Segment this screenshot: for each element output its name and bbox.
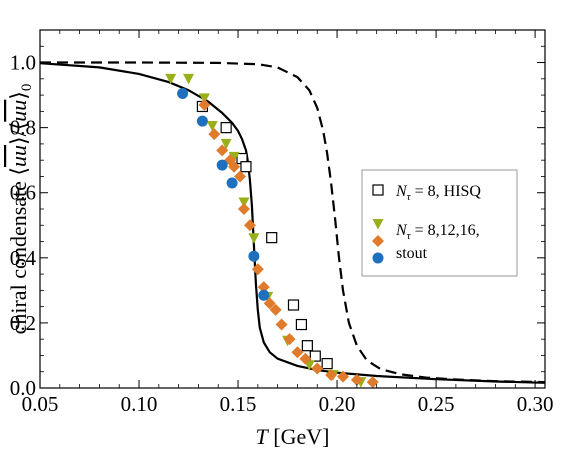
hisq-point xyxy=(301,340,313,352)
legend-stout-diamond-marker xyxy=(372,235,384,247)
x-tick-label: 0.15 xyxy=(220,392,257,416)
x-axis-title-var: T xyxy=(256,424,270,449)
legend-stout-triangle-marker xyxy=(372,219,384,230)
stout-circle-point xyxy=(258,289,270,301)
stout-diamond-point xyxy=(234,170,247,183)
stout-diamond-point xyxy=(198,98,211,111)
stout-triangle-point xyxy=(238,197,250,208)
stout-diamond-point xyxy=(216,144,229,157)
x-tick-label: 0.10 xyxy=(121,392,158,416)
hisq-point xyxy=(220,122,232,134)
markers-layer xyxy=(165,73,379,389)
stout-diamond-point xyxy=(243,219,256,232)
stout-diamond-point xyxy=(325,368,338,381)
stout-diamond-point xyxy=(291,346,304,359)
legend-stout-circle-marker xyxy=(372,252,384,264)
x-tick-label: 0.30 xyxy=(517,392,554,416)
x-tick-label: 0.25 xyxy=(418,392,455,416)
stout-diamond-point xyxy=(269,303,282,316)
x-tick-label: 0.20 xyxy=(319,392,356,416)
stout-triangle-point xyxy=(183,73,195,85)
y-tick-label: 0.8 xyxy=(10,116,36,140)
y-tick-label: 0.2 xyxy=(10,311,36,335)
y-tick-label: 0.4 xyxy=(10,246,37,270)
stout-diamond-point xyxy=(337,370,349,383)
stout-diamond-point xyxy=(299,352,312,365)
legend: Nτ = 8, HISQ Nτ = 8,12,16, stout xyxy=(361,169,518,277)
legend-hisq-label: Nτ = 8, HISQ xyxy=(395,183,481,203)
stout-circle-point xyxy=(216,159,228,171)
y-tick-label: 0.0 xyxy=(10,376,36,400)
x-axis-title: T [GeV] xyxy=(256,424,330,449)
stout-diamond-point xyxy=(257,281,270,294)
stout-triangle-point xyxy=(248,233,260,244)
legend-stout-label-2: stout xyxy=(396,245,428,262)
y-tick-label: 1.0 xyxy=(10,51,36,75)
hisq-point xyxy=(266,232,278,244)
stout-circle-point xyxy=(196,115,208,127)
y-axis-title: chiral condensate ⟨uu⟩/⟨uu⟩0 xyxy=(6,84,35,335)
hisq-point xyxy=(321,357,333,370)
stout-diamond-point xyxy=(311,362,324,375)
legend-box xyxy=(361,169,518,277)
legend-hisq-marker xyxy=(372,184,384,196)
stout-triangle-point xyxy=(220,138,232,150)
x-tick-label: 0.05 xyxy=(22,392,59,416)
stout-circle-point xyxy=(248,250,260,262)
hisq-point xyxy=(295,318,308,331)
stout-diamond-point xyxy=(275,318,288,331)
stout-diamond-point xyxy=(350,373,363,386)
stout-triangle-point xyxy=(165,73,177,85)
stout-diamond-point xyxy=(237,203,250,215)
legend-stout-label: Nτ = 8,12,16, xyxy=(395,222,480,242)
tick-labels-layer: 0.05 0.10 0.15 0.20 0.25 0.30 0.0 0.2 0.4 0.6 0.8 1… xyxy=(10,51,554,416)
stout-diamond-point xyxy=(251,263,264,276)
hisq-point xyxy=(240,161,252,173)
ticks-layer xyxy=(39,29,545,389)
stout-diamond-point xyxy=(208,128,221,141)
stout-circle-point xyxy=(226,177,238,189)
stout-diamond-point xyxy=(228,160,241,173)
stout-diamond-point xyxy=(263,297,276,310)
stout-triangle-point xyxy=(228,151,240,163)
stout-triangle-point xyxy=(206,121,218,132)
x-axis-title-unit: [GeV] xyxy=(268,424,330,449)
dashed-curve xyxy=(40,61,546,384)
hisq-point xyxy=(287,299,300,311)
stout-triangle-point xyxy=(198,93,210,104)
y-tick-label: 0.6 xyxy=(10,181,36,205)
stout-diamond-point xyxy=(366,376,379,389)
y-axis-title-math: ⟨uu⟩/⟨uu⟩0 xyxy=(6,84,35,176)
stout-circle-point xyxy=(177,87,189,99)
stout-diamond-point xyxy=(283,333,296,346)
hisq-point xyxy=(309,350,321,362)
y-axis-title-prefix: chiral condensate xyxy=(6,176,31,335)
legend-entries: Nτ = 8, HISQ Nτ = 8,12,16, stout xyxy=(372,183,481,264)
